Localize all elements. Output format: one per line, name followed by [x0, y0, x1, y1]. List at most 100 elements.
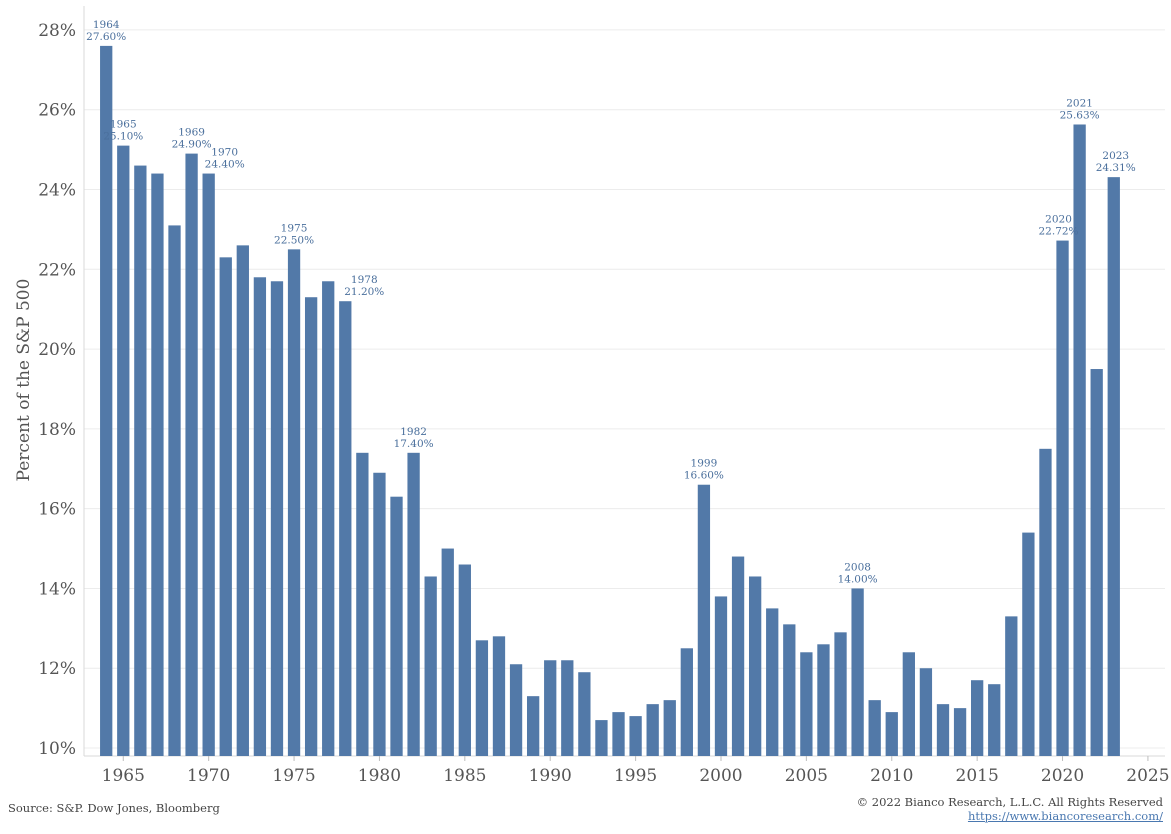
bar-1968: [168, 225, 181, 756]
bar-1978: [339, 301, 352, 756]
bar-2015: [971, 680, 984, 756]
bar-2004: [783, 624, 796, 756]
bar-2006: [817, 644, 830, 756]
y-tick-label: 22%: [38, 260, 76, 280]
bar-2021: [1073, 124, 1086, 757]
bar-1979: [356, 452, 369, 756]
annotation-value-1999: 16.60%: [684, 470, 724, 482]
y-tick-label: 18%: [38, 420, 76, 440]
annotation-year-2023: 2023: [1102, 150, 1129, 162]
bar-2000: [714, 596, 728, 756]
bar-2010: [885, 712, 898, 756]
bar-1993: [595, 720, 608, 756]
bar-1991: [561, 660, 574, 756]
bar-2012: [919, 668, 933, 756]
x-tick-label: 2025: [1126, 766, 1169, 786]
annotation-year-1982: 1982: [400, 426, 427, 438]
bar-1999: [697, 484, 711, 756]
bar-2009: [868, 700, 881, 756]
bar-1987: [492, 636, 506, 756]
annotation-value-1965: 25.10%: [103, 131, 143, 143]
annotation-year-1964: 1964: [93, 19, 120, 31]
annotation-value-1975: 22.50%: [274, 234, 314, 246]
bar-1973: [253, 277, 267, 756]
bar-2017: [1005, 616, 1018, 756]
bar-1977: [322, 281, 335, 756]
annotation-value-2020: 22.72%: [1039, 226, 1079, 238]
annotation-year-1969: 1969: [178, 127, 205, 139]
bar-1975: [287, 249, 301, 756]
annotation-year-1999: 1999: [691, 458, 718, 470]
source-note: Source: S&P. Dow Jones, Bloomberg: [8, 801, 220, 815]
bar-2001: [731, 556, 745, 756]
y-axis-label: Percent of the S&P 500: [14, 279, 34, 482]
x-tick-label: 1990: [529, 766, 572, 786]
y-tick-label: 28%: [38, 21, 76, 41]
bar-1965: [117, 145, 130, 756]
annotation-year-1965: 1965: [110, 119, 137, 131]
bars: [100, 45, 1120, 757]
annotation-value-1970: 24.40%: [205, 159, 245, 171]
x-tick-label: 2010: [870, 766, 913, 786]
bar-1983: [424, 576, 437, 756]
bar-2023: [1107, 177, 1120, 756]
annotation-year-1970: 1970: [211, 147, 238, 159]
bar-1976: [304, 297, 318, 756]
bar-1995: [629, 716, 642, 756]
bar-2003: [766, 608, 779, 756]
bar-2014: [953, 708, 967, 756]
x-tick-label: 1995: [614, 766, 657, 786]
bar-1974: [270, 281, 284, 756]
bar-2005: [800, 652, 813, 756]
y-tick-label: 16%: [38, 500, 76, 520]
bar-1985: [458, 564, 471, 756]
annotation-value-1982: 17.40%: [394, 438, 434, 450]
website-link[interactable]: https://www.biancoresearch.com/: [967, 809, 1163, 823]
annotation-value-2021: 25.63%: [1060, 109, 1100, 121]
annotation-year-1978: 1978: [351, 274, 378, 286]
y-tick-label: 12%: [38, 659, 76, 679]
bar-1992: [578, 672, 591, 756]
annotation-year-2020: 2020: [1045, 214, 1072, 226]
bar-1988: [509, 664, 523, 756]
x-tick-label: 2015: [956, 766, 999, 786]
bar-2011: [902, 652, 915, 756]
x-tick-label: 2000: [699, 766, 742, 786]
y-tick-label: 20%: [38, 340, 76, 360]
x-tick-labels: 1965 1970 1975 1980 1985 1990 1995 2000 2005 2010…: [102, 766, 1170, 786]
bar-2018: [1022, 532, 1035, 756]
annotation-value-1978: 21.20%: [344, 286, 384, 298]
bar-1970: [202, 173, 215, 756]
bar-2016: [988, 684, 1001, 756]
y-tick-labels: 10% 12% 14% 16% 18% 20% 22% 24% 26% 28%: [38, 21, 76, 759]
bar-1982: [407, 452, 420, 756]
bar-1964: [100, 45, 113, 756]
bar-2020: [1056, 240, 1069, 756]
bar-1967: [151, 173, 164, 756]
bar-chart: 10%12%14%16%18%20%22%24%26%28% 1965 1970 1…: [14, 6, 1170, 786]
bar-1998: [680, 648, 693, 756]
x-tick-label: 1965: [102, 766, 145, 786]
bar-1972: [236, 245, 249, 757]
bar-2022: [1090, 369, 1103, 756]
annotation-year-1975: 1975: [281, 222, 308, 234]
x-tick-label: 1985: [443, 766, 486, 786]
annotation-value-1964: 27.60%: [86, 31, 126, 43]
bar-1971: [219, 257, 232, 756]
x-tick-label: 1970: [187, 766, 230, 786]
y-tick-label: 14%: [38, 579, 76, 599]
x-tick-label: 2005: [785, 766, 828, 786]
annotation-value-2023: 24.31%: [1096, 162, 1136, 174]
annotation-value-1969: 24.90%: [172, 139, 212, 151]
bar-1966: [134, 165, 147, 756]
bar-1989: [526, 696, 540, 756]
bar-1980: [373, 472, 386, 756]
bar-2008: [851, 588, 864, 756]
bar-1984: [441, 548, 454, 756]
x-tick-label: 1980: [358, 766, 401, 786]
bar-1996: [646, 704, 659, 756]
bar-1969: [185, 153, 198, 756]
copyright-text: © 2022 Bianco Research, L.L.C. All Right…: [856, 795, 1163, 809]
bar-1986: [475, 640, 489, 756]
